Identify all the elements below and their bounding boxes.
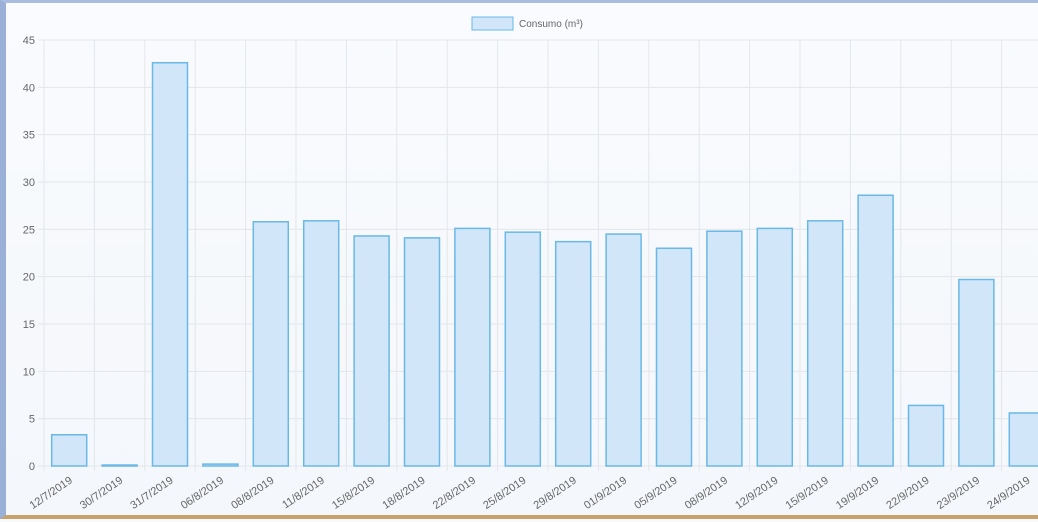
bar[interactable] [706,230,743,467]
y-tick-label: 0 [29,461,35,473]
bar[interactable] [1008,412,1038,467]
y-axis: 0 5 10 15 20 25 30 35 40 45 [23,35,44,473]
y-tick-label: 30 [23,177,35,189]
bar[interactable] [806,220,844,467]
bar[interactable] [403,237,441,467]
bar[interactable] [907,404,945,467]
x-tick-label: 19/9/2019 [834,475,881,512]
x-tick-label: 30/7/2019 [78,475,125,512]
bar[interactable] [50,434,88,467]
legend-swatch [471,16,514,31]
x-tick-label: 31/7/2019 [128,475,175,512]
y-tick-label: 25 [23,224,35,236]
x-tick-label: 22/9/2019 [884,475,931,512]
y-tick-label: 35 [23,130,35,142]
bar[interactable] [454,227,491,467]
x-tick-label: 05/9/2019 [632,475,679,512]
bar-chart: 0 5 10 15 20 25 30 35 40 45 12/7/2019 30/7/2019 31/… [23,16,1038,512]
x-tick-label: 08/9/2019 [683,475,730,512]
bar[interactable] [504,231,542,467]
x-tick-label: 12/9/2019 [733,475,780,512]
y-tick-label: 5 [29,414,35,426]
y-tick-label: 45 [23,35,35,47]
bar[interactable] [101,464,138,467]
bar[interactable] [151,61,189,467]
bar[interactable] [302,220,340,467]
x-tick-label: 12/7/2019 [28,475,75,512]
y-tick-label: 20 [23,272,35,284]
legend-label: Consumo (m³) [519,19,583,30]
x-tick-label: 29/8/2019 [532,475,579,512]
bar[interactable] [655,247,693,467]
bar[interactable] [756,227,794,467]
legend[interactable]: Consumo (m³) [471,16,583,31]
x-axis: 12/7/2019 30/7/2019 31/7/2019 06/8/2019 08/8… [28,475,1033,512]
grid-lines [43,39,1038,471]
bar[interactable] [353,235,390,467]
bar[interactable] [252,221,290,467]
y-tick-label: 10 [23,366,35,378]
bar[interactable] [857,194,894,467]
x-tick-label: 06/8/2019 [179,475,226,512]
bar[interactable] [554,240,592,467]
bar[interactable] [202,463,239,467]
x-tick-label: 23/9/2019 [935,475,982,512]
x-tick-label: 11/8/2019 [280,475,327,512]
bar[interactable] [605,233,642,467]
x-tick-label: 22/8/2019 [431,475,478,512]
bars [50,61,1038,467]
y-tick-label: 15 [23,319,35,331]
x-tick-label: 24/9/2019 [985,475,1032,512]
x-tick-label: 25/8/2019 [481,475,528,512]
x-tick-label: 18/8/2019 [380,475,427,512]
x-tick-label: 08/8/2019 [229,475,276,512]
x-tick-label: 15/8/2019 [330,475,377,512]
y-tick-label: 40 [23,82,35,94]
bar[interactable] [958,278,995,467]
x-tick-label: 15/9/2019 [784,475,831,512]
x-tick-label: 01/9/2019 [582,475,629,512]
